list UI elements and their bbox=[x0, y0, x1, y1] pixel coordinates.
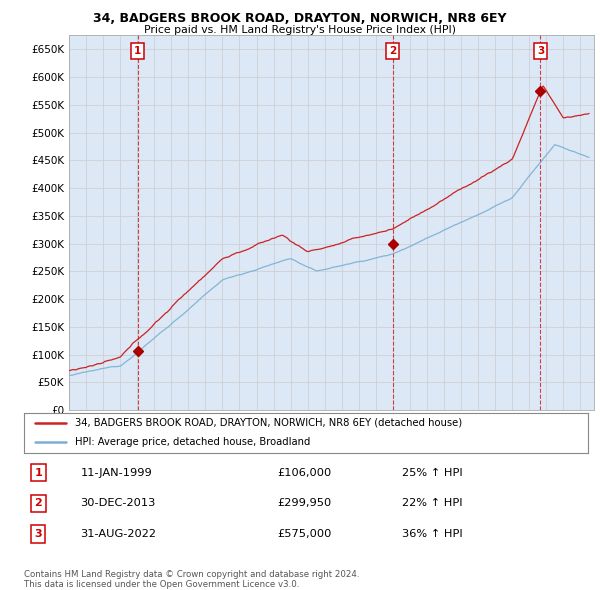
Text: £575,000: £575,000 bbox=[278, 529, 332, 539]
Text: 31-AUG-2022: 31-AUG-2022 bbox=[80, 529, 157, 539]
Text: 2: 2 bbox=[34, 499, 42, 508]
Text: 2: 2 bbox=[389, 46, 397, 56]
Text: 3: 3 bbox=[537, 46, 544, 56]
Text: 3: 3 bbox=[34, 529, 42, 539]
Text: Contains HM Land Registry data © Crown copyright and database right 2024.
This d: Contains HM Land Registry data © Crown c… bbox=[24, 570, 359, 589]
Text: £299,950: £299,950 bbox=[278, 499, 332, 508]
Text: Price paid vs. HM Land Registry's House Price Index (HPI): Price paid vs. HM Land Registry's House … bbox=[144, 25, 456, 35]
Text: 34, BADGERS BROOK ROAD, DRAYTON, NORWICH, NR8 6EY (detached house): 34, BADGERS BROOK ROAD, DRAYTON, NORWICH… bbox=[75, 418, 462, 428]
Text: 36% ↑ HPI: 36% ↑ HPI bbox=[402, 529, 463, 539]
Text: £106,000: £106,000 bbox=[278, 467, 332, 477]
Text: 34, BADGERS BROOK ROAD, DRAYTON, NORWICH, NR8 6EY: 34, BADGERS BROOK ROAD, DRAYTON, NORWICH… bbox=[93, 12, 507, 25]
Text: HPI: Average price, detached house, Broadland: HPI: Average price, detached house, Broa… bbox=[75, 437, 310, 447]
Text: 11-JAN-1999: 11-JAN-1999 bbox=[80, 467, 152, 477]
Text: 1: 1 bbox=[34, 467, 42, 477]
Text: 30-DEC-2013: 30-DEC-2013 bbox=[80, 499, 156, 508]
Text: 25% ↑ HPI: 25% ↑ HPI bbox=[402, 467, 463, 477]
Text: 22% ↑ HPI: 22% ↑ HPI bbox=[402, 499, 463, 508]
Text: 1: 1 bbox=[134, 46, 142, 56]
